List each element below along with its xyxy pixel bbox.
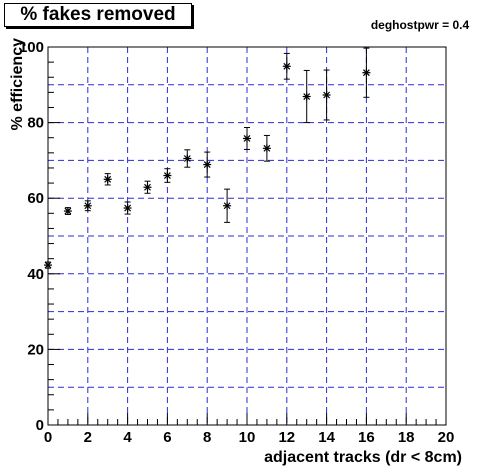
grid-lines <box>48 47 446 425</box>
x-tick-label: 4 <box>123 429 132 446</box>
star-marker <box>223 201 232 210</box>
star-stroke <box>263 144 271 152</box>
data-point <box>282 52 291 80</box>
x-tick-label: 2 <box>84 429 92 446</box>
data-point <box>44 261 52 270</box>
x-tick-label: 18 <box>398 429 415 446</box>
star-stroke <box>362 69 370 77</box>
data-point <box>362 47 371 98</box>
x-tick-label: 14 <box>318 429 335 446</box>
star-marker <box>143 183 152 192</box>
data-point <box>203 151 212 178</box>
star-marker <box>103 175 112 184</box>
star-stroke <box>183 155 191 162</box>
x-tick-label: 20 <box>438 429 455 446</box>
star-marker <box>322 91 331 100</box>
star-marker <box>63 207 72 216</box>
star-stroke <box>144 183 151 191</box>
star-marker <box>44 261 52 270</box>
x-tick-label: 12 <box>278 429 295 446</box>
star-marker <box>243 134 251 143</box>
star-stroke <box>64 207 72 215</box>
y-tick-label: 100 <box>19 39 44 56</box>
star-stroke <box>223 202 231 210</box>
x-tick-label: 8 <box>203 429 211 446</box>
y-tick-label: 40 <box>27 266 44 283</box>
data-point <box>143 180 152 194</box>
x-tick-label: 10 <box>239 429 256 446</box>
y-axis-label: % efficiency <box>9 38 26 131</box>
star-stroke <box>323 91 331 99</box>
star-marker <box>282 62 291 71</box>
star-stroke <box>163 172 171 179</box>
star-marker <box>83 201 92 210</box>
star-stroke <box>203 161 211 168</box>
star-marker <box>163 171 172 180</box>
data-point <box>83 200 92 212</box>
x-tick-label: 0 <box>44 429 52 446</box>
star-stroke <box>124 204 132 212</box>
star-stroke <box>283 62 291 70</box>
data-point <box>183 149 192 168</box>
data-point <box>302 69 311 124</box>
x-axis-label: adjacent tracks (dr < 8cm) <box>264 449 462 466</box>
star-stroke <box>303 93 311 100</box>
star-stroke <box>84 202 92 210</box>
data-point <box>322 69 331 121</box>
y-tick-label: 20 <box>27 341 44 358</box>
x-tick-label: 16 <box>358 429 375 446</box>
data-points <box>44 47 371 270</box>
data-point <box>103 173 112 186</box>
star-stroke <box>104 175 112 183</box>
axis-ticks <box>47 46 447 426</box>
data-point <box>243 127 251 150</box>
data-point <box>163 168 172 183</box>
data-point <box>262 134 271 162</box>
y-tick-label: 0 <box>36 417 44 434</box>
star-stroke <box>44 261 52 269</box>
data-point <box>63 207 72 216</box>
star-marker <box>203 160 212 169</box>
star-marker <box>183 154 192 163</box>
data-point <box>123 201 132 215</box>
star-stroke <box>243 135 251 142</box>
y-tick-label: 80 <box>27 115 44 132</box>
chart-title: % fakes removed <box>4 3 192 27</box>
star-marker <box>302 92 311 101</box>
star-marker <box>362 68 371 77</box>
y-tick-label: 60 <box>27 190 44 207</box>
star-marker <box>123 204 132 213</box>
x-tick-label: 6 <box>163 429 171 446</box>
parameter-annotation: deghostpwr = 0.4 <box>370 18 470 32</box>
star-marker <box>262 144 271 153</box>
tick-labels: 0 2 4 6 8 10 12 14 16 18 20 0 20 40 60 80 100 <box>19 39 454 446</box>
data-point <box>223 188 232 223</box>
